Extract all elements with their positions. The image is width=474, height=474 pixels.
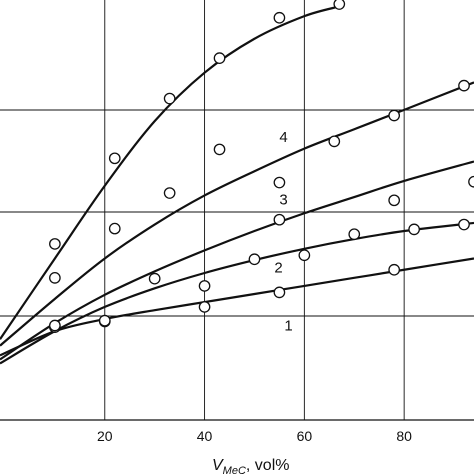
data-point-series-2 — [458, 218, 470, 231]
x-tick-label: 60 — [297, 428, 313, 444]
data-point-series-5 — [213, 52, 226, 65]
x-tick-labels: 20 40 60 80 — [97, 428, 412, 444]
data-point-series-3 — [388, 194, 401, 207]
data-point-series-4 — [458, 79, 470, 92]
data-point-series-1 — [198, 301, 211, 313]
data-point-series-4 — [388, 109, 401, 122]
x-tick-label: 80 — [396, 428, 412, 444]
data-point-series-2 — [148, 272, 161, 285]
data-point-series-4 — [328, 135, 341, 148]
data-point-series-4 — [273, 176, 286, 189]
curve-4 — [0, 81, 474, 347]
curve-1 — [0, 257, 474, 357]
x-tick-label: 40 — [197, 428, 213, 444]
data-point-series-1 — [388, 263, 401, 276]
curve-2 — [0, 221, 474, 365]
data-point-series-4 — [163, 187, 176, 199]
data-point-series-2 — [198, 280, 211, 292]
curve-3 — [0, 160, 474, 361]
data-point-series-2 — [98, 314, 111, 327]
data-point-series-5 — [49, 238, 61, 250]
curve-label-2: 2 — [274, 259, 282, 276]
data-point-series-1 — [273, 286, 286, 299]
data-point-series-2 — [248, 253, 261, 266]
grid-layer — [0, 0, 474, 421]
points-layer — [49, 0, 474, 333]
curve-label-4: 4 — [279, 129, 287, 146]
curve-5 — [0, 5, 340, 340]
data-point-series-2 — [348, 228, 361, 241]
data-point-series-2 — [298, 249, 311, 262]
curves-layer — [0, 5, 474, 365]
curve-label-1: 1 — [284, 317, 292, 334]
curve-labels: 12345 — [274, 0, 292, 334]
x-axis-label: VMeC, vol% — [212, 457, 289, 474]
data-point-series-4 — [108, 222, 121, 235]
data-point-series-2 — [408, 223, 420, 236]
data-point-series-2 — [49, 319, 61, 332]
data-point-series-5 — [333, 0, 346, 10]
data-point-series-4 — [213, 143, 226, 156]
data-point-series-4 — [49, 271, 61, 284]
data-point-series-3 — [273, 213, 286, 226]
x-tick-label: 20 — [97, 428, 113, 444]
data-point-series-3 — [468, 175, 474, 188]
data-point-series-5 — [108, 152, 121, 165]
curve-label-3: 3 — [279, 192, 287, 209]
data-point-series-5 — [273, 11, 286, 24]
data-point-series-5 — [163, 92, 176, 105]
